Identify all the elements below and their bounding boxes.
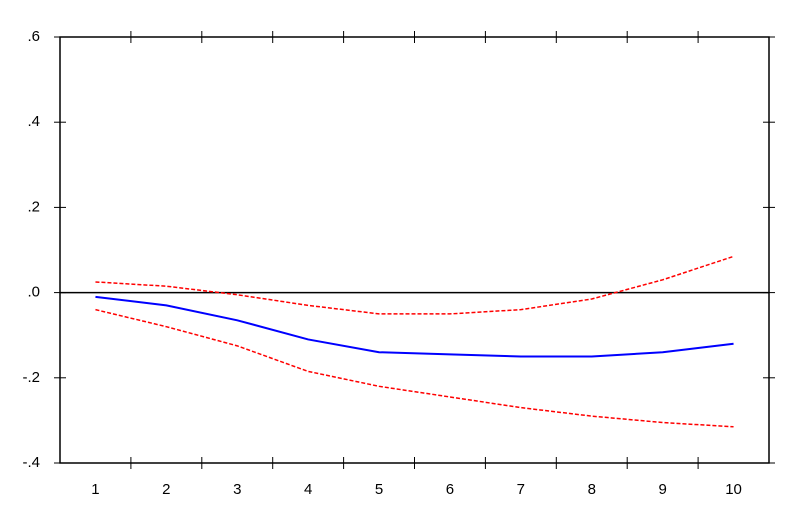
- x-tick-label: 6: [446, 481, 454, 498]
- y-tick-label: -.2: [22, 369, 40, 386]
- plot-frame: [59, 36, 770, 464]
- x-tick-label: 2: [162, 481, 170, 498]
- x-tick-label: 10: [725, 481, 742, 498]
- y-tick-label: .2: [27, 198, 40, 215]
- y-tick-label: .6: [27, 28, 40, 45]
- series-line: [95, 308, 734, 428]
- x-tick-label: 9: [658, 481, 666, 498]
- y-tick-label: .4: [27, 113, 40, 130]
- series-line: [95, 255, 734, 315]
- x-tick-label: 8: [588, 481, 596, 498]
- series-line: [95, 295, 734, 358]
- x-tick-label: 7: [517, 481, 525, 498]
- x-tick-label: 4: [304, 481, 312, 498]
- x-tick-label: 5: [375, 481, 383, 498]
- y-tick-label: .0: [27, 284, 40, 301]
- x-tick-label: 3: [233, 481, 241, 498]
- y-tick-label: -.4: [22, 454, 40, 471]
- x-tick-label: 1: [91, 481, 99, 498]
